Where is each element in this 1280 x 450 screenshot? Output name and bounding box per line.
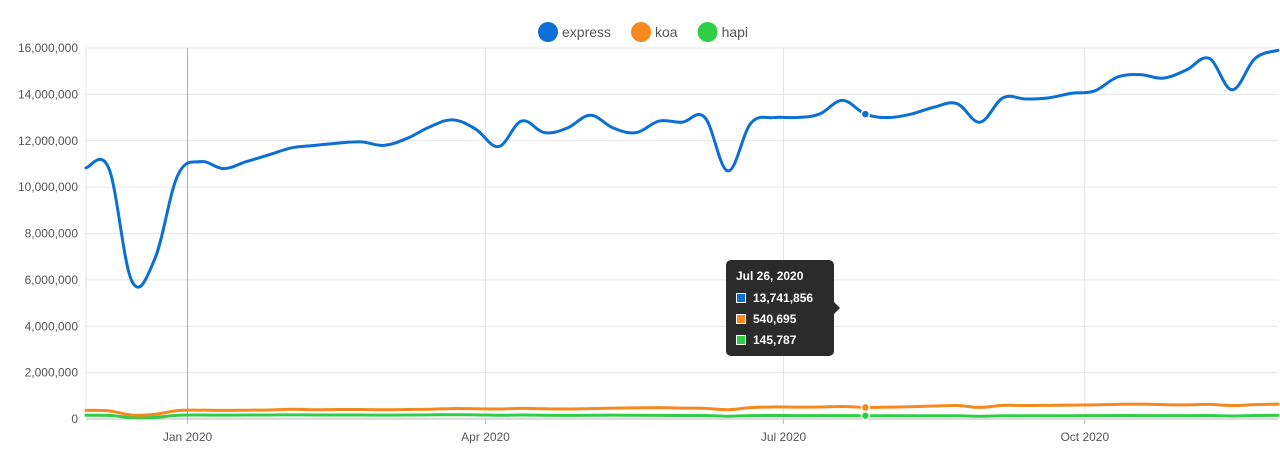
y-tick-label: 16,000,000 xyxy=(18,41,78,55)
x-tick-label: Apr 2020 xyxy=(461,430,510,444)
grid xyxy=(85,47,1278,424)
hover-point-express xyxy=(860,109,871,119)
tooltip-value-koa: 540,695 xyxy=(753,312,797,326)
y-tick-label: 2,000,000 xyxy=(25,366,79,380)
y-tick-label: 8,000,000 xyxy=(25,227,79,241)
legend-swatch-express xyxy=(538,22,558,42)
tooltip-row-hapi: 145,787 xyxy=(736,332,824,348)
tooltip-row-express: 13,741,856 xyxy=(736,290,824,306)
tooltip-value-express: 13,741,856 xyxy=(753,291,814,305)
express-swatch xyxy=(736,293,746,303)
legend-swatch-koa xyxy=(631,22,652,42)
hapi-swatch xyxy=(736,335,746,345)
legend-label-koa: koa xyxy=(655,24,678,40)
legend-item-hapi[interactable]: hapi xyxy=(697,22,748,42)
series-line-express xyxy=(84,48,1280,289)
y-tick-label: 0 xyxy=(71,412,78,426)
hover-markers xyxy=(860,109,871,421)
legend-item-express[interactable]: express xyxy=(538,22,611,42)
tooltip-value-hapi: 145,787 xyxy=(753,333,797,347)
y-axis: 0 2,000,000 4,000,000 6,000,000 8,000,000 10,… xyxy=(18,41,78,426)
legend-label-express: express xyxy=(562,24,611,40)
legend-item-koa[interactable]: koa xyxy=(631,22,678,42)
tooltip-row-koa: 540,695 xyxy=(736,311,824,327)
x-tick-label: Jul 2020 xyxy=(761,430,807,444)
y-tick-label: 14,000,000 xyxy=(18,87,78,101)
legend-swatch-hapi xyxy=(697,22,718,42)
koa-swatch xyxy=(736,314,746,324)
legend-label-hapi: hapi xyxy=(722,24,748,40)
series-line-koa xyxy=(84,402,1280,417)
y-tick-label: 10,000,000 xyxy=(18,180,78,194)
hover-tooltip: Jul 26, 2020 13,741,856 540,695 145,787 xyxy=(726,260,840,356)
x-tick-label: Jan 2020 xyxy=(163,430,213,444)
x-axis: Jan 2020 Apr 2020 Jul 2020 Oct 2020 xyxy=(163,430,1110,444)
hover-point-koa xyxy=(860,402,871,413)
legend: express koa hapi xyxy=(538,22,748,42)
y-tick-label: 4,000,000 xyxy=(25,319,79,333)
x-tick-label: Oct 2020 xyxy=(1060,430,1109,444)
tooltip-date: Jul 26, 2020 xyxy=(736,269,804,283)
y-tick-label: 12,000,000 xyxy=(18,134,78,148)
series-lines xyxy=(84,48,1280,420)
series-line-hapi xyxy=(84,413,1280,420)
y-tick-label: 6,000,000 xyxy=(25,273,79,287)
hover-point-hapi xyxy=(860,411,871,421)
